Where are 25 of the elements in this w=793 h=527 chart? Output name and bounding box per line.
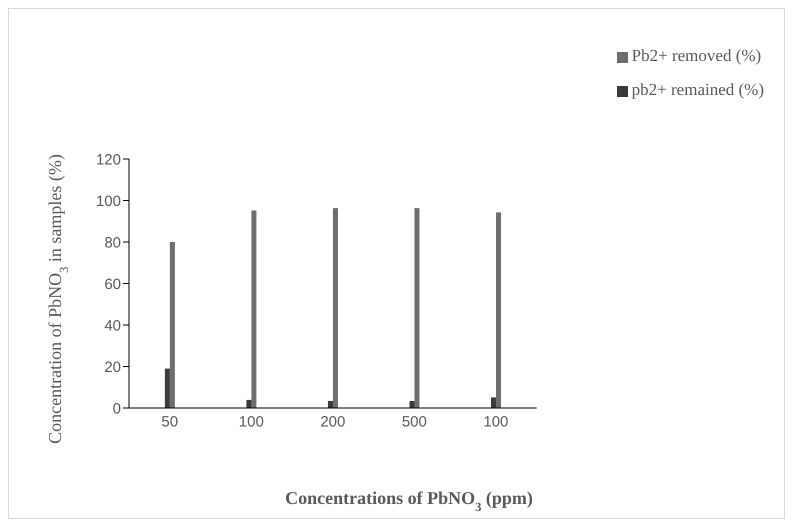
bar <box>251 210 256 408</box>
bar <box>164 368 170 408</box>
bar <box>409 400 414 408</box>
bar <box>491 397 496 408</box>
x-axis-title: Concentrations of PbNO$_{3}$ (ppm) <box>285 488 533 514</box>
bar <box>496 212 502 408</box>
y-tick-label: 80 <box>104 234 121 252</box>
y-tick-label: 60 <box>104 276 121 293</box>
bar <box>170 242 175 408</box>
x-tick-label: 100 <box>483 414 508 431</box>
bar <box>246 400 252 408</box>
y-tick-label: 20 <box>104 358 121 376</box>
legend-label: pb2+ remained (%) <box>632 80 764 99</box>
x-tick-label: 100 <box>238 414 264 431</box>
legend-label: Pb2+ removed (%) <box>632 46 762 65</box>
y-tick-label: 100 <box>96 192 121 210</box>
bar <box>332 208 338 408</box>
y-tick-label: 0 <box>112 400 121 418</box>
bar <box>414 208 420 408</box>
x-tick-label: 200 <box>320 414 346 431</box>
x-tick-label: 50 <box>161 414 178 431</box>
x-tick-label: 500 <box>402 414 427 431</box>
y-tick-label: 40 <box>104 317 121 334</box>
y-tick-label: 120 <box>96 151 121 168</box>
bar <box>328 400 333 408</box>
